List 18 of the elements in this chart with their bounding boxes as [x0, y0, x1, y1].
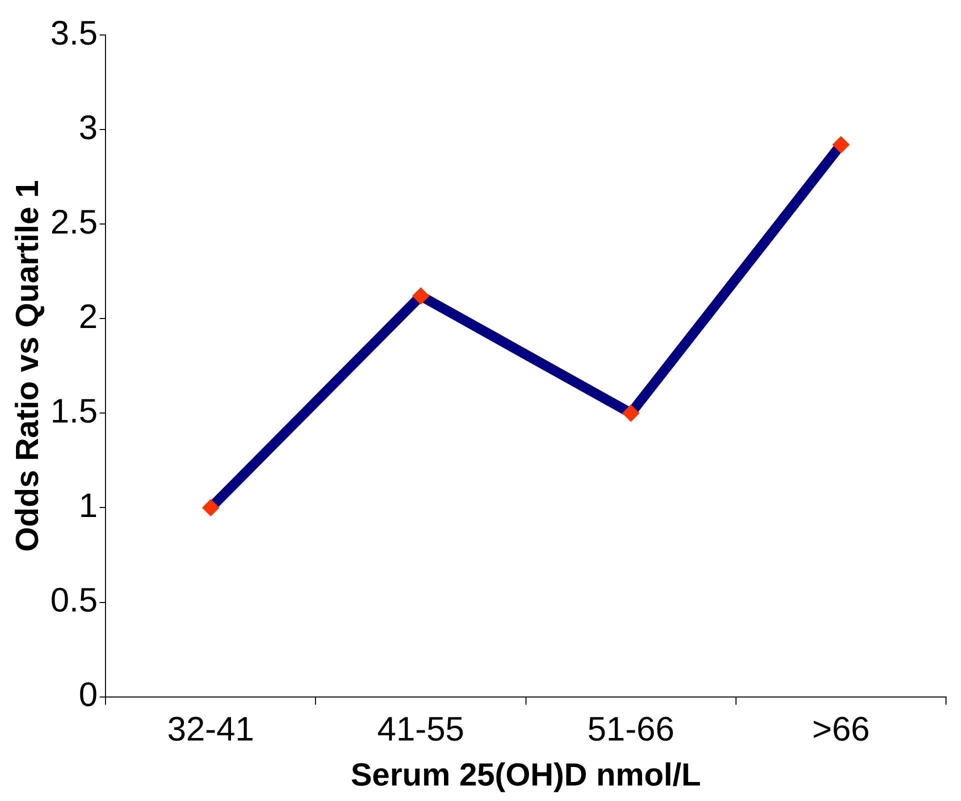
point [202, 499, 220, 516]
y-axis-title: Odds Ratio vs Quartile 1 [9, 180, 46, 552]
x-tick-label: 51-66 [587, 710, 674, 749]
point [412, 287, 430, 304]
y-tick-label: 2.5 [50, 203, 98, 242]
x-tick-label: 41-55 [377, 710, 464, 749]
x-tick-label: 32-41 [167, 710, 254, 749]
y-tick-label: 3 [78, 108, 98, 147]
x-axis-title: Serum 25(OH)D nmol/L [350, 756, 701, 793]
y-tick-label: 2 [78, 298, 98, 336]
y-tick-label: 3.5 [50, 14, 98, 52]
point [622, 404, 640, 422]
x-tick-label: >66 [812, 710, 870, 749]
y-tick-label: 1.5 [50, 392, 98, 431]
point [832, 136, 850, 154]
y-tick-label: 0.5 [50, 582, 98, 620]
y-tick-label: 0 [78, 676, 98, 714]
y-tick-label: 1 [78, 487, 98, 526]
